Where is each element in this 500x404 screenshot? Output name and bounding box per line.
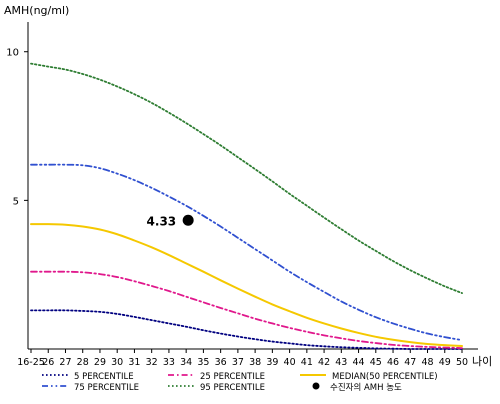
x-tick-label: 28 xyxy=(77,357,89,368)
legend-label-3: 75 PERCENTILE xyxy=(74,383,139,393)
x-tick-label: 33 xyxy=(163,357,175,368)
x-tick-label: 43 xyxy=(335,357,347,368)
series-layer xyxy=(30,62,463,350)
legend-label-1: 25 PERCENTILE xyxy=(200,372,265,382)
x-tick-label: 35 xyxy=(197,357,209,368)
legend: 5 PERCENTILE 25 PERCENTILE MEDIAN(50 PERCE… xyxy=(42,372,438,393)
series-line-0 xyxy=(30,309,463,350)
x-tick-label: 42 xyxy=(318,357,330,368)
y-tick-label: 10 xyxy=(6,48,19,59)
x-tick-label: 34 xyxy=(180,357,192,368)
y-axis-label: AMH(ng/ml) xyxy=(4,4,69,17)
marker-layer: 4.33 xyxy=(147,214,194,228)
x-tick-label: 40 xyxy=(284,357,296,368)
x-tick-label: 44 xyxy=(353,357,365,368)
legend-label-0: 5 PERCENTILE xyxy=(74,372,134,382)
x-tick-label: 38 xyxy=(249,357,261,368)
x-tick-label: 16-25 xyxy=(17,357,45,368)
x-tick-label: 39 xyxy=(266,357,278,368)
legend-label-4: 95 PERCENTILE xyxy=(200,383,265,393)
x-tick-label: 26 xyxy=(42,357,54,368)
x-tick-label: 31 xyxy=(128,357,140,368)
x-tick-label: 47 xyxy=(404,357,416,368)
x-tick-label: 49 xyxy=(439,357,451,368)
series-line-4 xyxy=(30,62,463,295)
series-line-1 xyxy=(30,270,463,350)
x-tick-label: 45 xyxy=(370,357,382,368)
x-tick-label: 37 xyxy=(232,357,244,368)
patient-amh-marker xyxy=(182,214,194,226)
x-tick-label: 30 xyxy=(111,357,123,368)
x-tick-label: 36 xyxy=(215,357,227,368)
x-tick-label: 29 xyxy=(94,357,106,368)
x-tick-label: 46 xyxy=(387,357,399,368)
x-tick-label: 48 xyxy=(421,357,433,368)
x-axis-label: 나이 xyxy=(472,355,492,368)
series-line-2 xyxy=(30,223,463,348)
x-tick-label: 50 xyxy=(456,357,468,368)
x-tick-label: 32 xyxy=(146,357,158,368)
x-tick-label: 41 xyxy=(301,357,313,368)
y-tick-label: 5 xyxy=(13,196,19,207)
legend-marker-swatch xyxy=(312,382,320,390)
legend-marker-label: 수진자의 AMH 농도 xyxy=(330,382,402,393)
legend-label-2: MEDIAN(50 PERCENTILE) xyxy=(332,372,438,382)
patient-amh-label: 4.33 xyxy=(147,214,177,228)
series-line-3 xyxy=(30,163,463,341)
axes-layer: AMH(ng/ml) 나이 xyxy=(4,4,492,368)
x-tick-label: 27 xyxy=(59,357,71,368)
